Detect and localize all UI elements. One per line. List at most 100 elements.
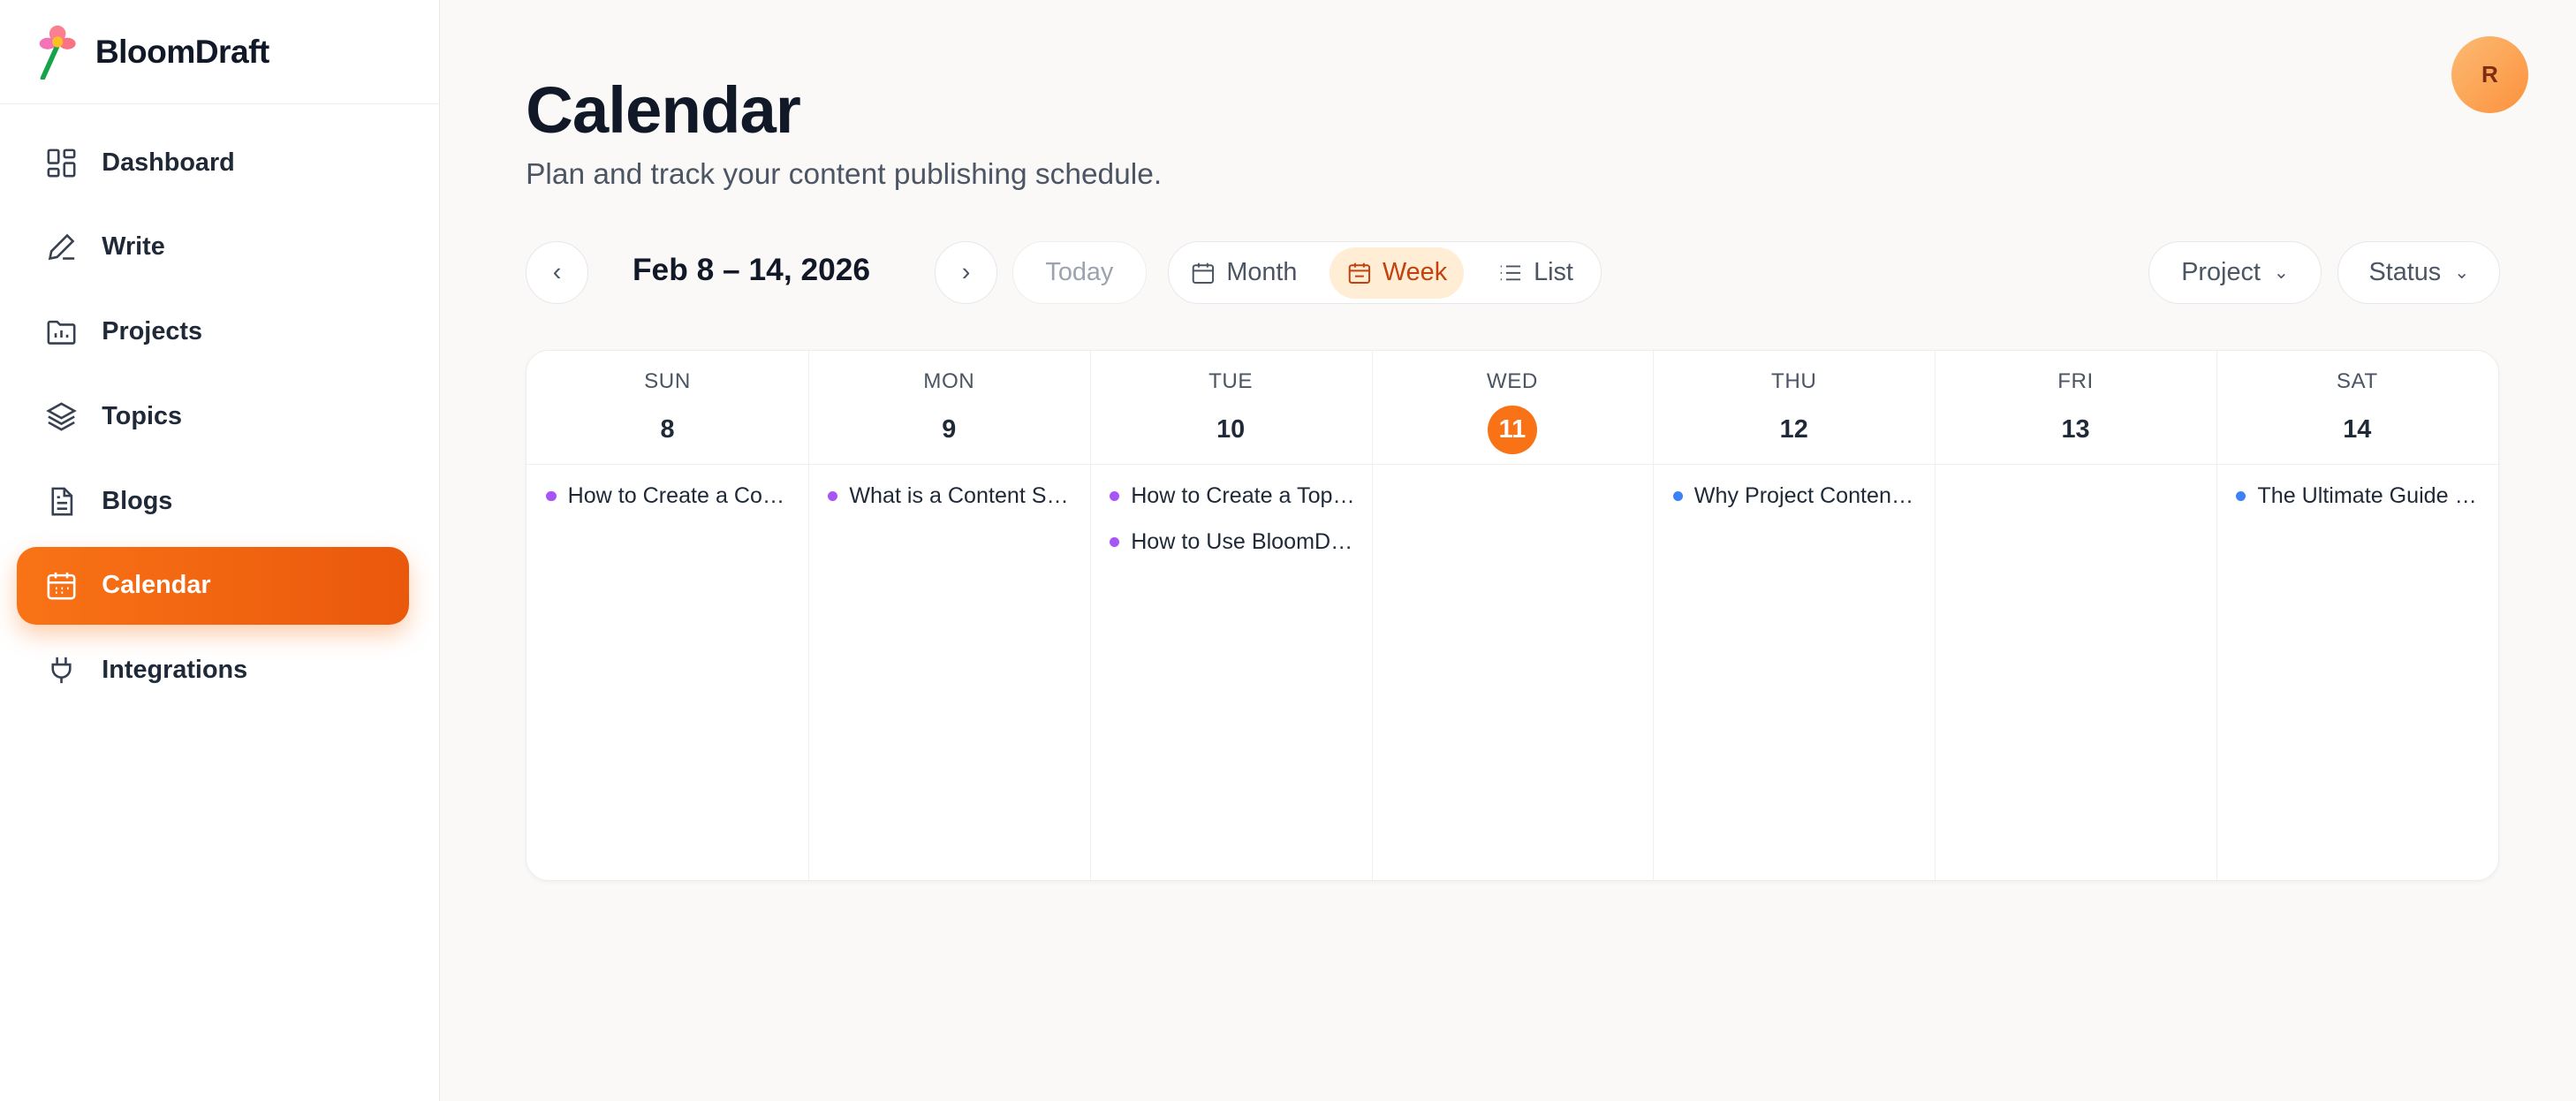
view-week-tab[interactable]: Week xyxy=(1330,247,1464,299)
view-week-label: Week xyxy=(1382,258,1448,287)
sidebar: BloomDraft Dashboard Write Projects Topi… xyxy=(0,0,440,1101)
plug-icon xyxy=(51,657,72,684)
calendar-icon xyxy=(1348,262,1371,284)
event-title: Why Project Content Planning Matters xyxy=(1693,483,1920,509)
document-icon xyxy=(51,487,73,516)
avatar[interactable]: R xyxy=(2451,35,2529,114)
event-title: How to Use BloomDraft xyxy=(1131,529,1356,555)
today-date: 11 xyxy=(1488,405,1537,455)
brand[interactable]: BloomDraft xyxy=(0,0,439,105)
chevron-down-icon: ⌄ xyxy=(2273,262,2289,284)
day-events: The Ultimate Guide to Blogging xyxy=(2216,465,2498,513)
event-title: What is a Content Strategy xyxy=(849,483,1074,509)
sidebar-item-label: Integrations xyxy=(102,656,248,685)
sidebar-item-blogs[interactable]: Blogs xyxy=(17,462,409,539)
view-month-label: Month xyxy=(1226,258,1298,287)
today-button[interactable]: Today xyxy=(1011,241,1148,305)
day-column-fri[interactable]: FRI 13 xyxy=(1935,351,2217,880)
calendar-icon xyxy=(1193,262,1215,284)
chevron-down-icon: ⌄ xyxy=(2454,262,2470,284)
next-week-button[interactable]: › xyxy=(935,241,997,305)
calendar-event[interactable]: How to Create a Content Calendar xyxy=(546,480,792,513)
sidebar-item-dashboard[interactable]: Dashboard xyxy=(17,124,409,201)
project-filter-label: Project xyxy=(2181,258,2261,287)
layers-icon xyxy=(46,402,78,431)
day-number: 14 xyxy=(2343,414,2372,444)
chevron-right-icon: › xyxy=(961,258,971,287)
day-column-sat[interactable]: SAT 14 The Ultimate Guide to Blogging xyxy=(2216,351,2498,880)
event-title: The Ultimate Guide to Blogging xyxy=(2257,483,2482,509)
calendar-event[interactable]: What is a Content Strategy xyxy=(828,480,1074,513)
day-number: 8 xyxy=(660,414,675,444)
day-of-week: TUE xyxy=(1208,368,1254,393)
date-range: Feb 8 – 14, 2026 xyxy=(632,253,871,288)
day-column-sun[interactable]: SUN 8 How to Create a Content Calendar xyxy=(527,351,809,880)
day-header: FRI 13 xyxy=(1935,351,2216,466)
day-of-week: THU xyxy=(1771,368,1817,393)
page-subtitle: Plan and track your content publishing s… xyxy=(526,157,1163,191)
main-content: R Calendar Plan and track your content p… xyxy=(440,0,2576,1101)
calendar-event[interactable]: The Ultimate Guide to Blogging xyxy=(2236,480,2482,513)
day-events: How to Create a Content Calendar xyxy=(527,465,808,513)
dashboard-icon xyxy=(47,148,76,178)
day-header: SUN 8 xyxy=(527,351,808,466)
sidebar-item-label: Blogs xyxy=(102,486,173,515)
previous-week-button[interactable]: ‹ xyxy=(526,241,588,305)
brand-name: BloomDraft xyxy=(95,33,269,71)
project-filter-dropdown[interactable]: Project ⌄ xyxy=(2148,241,2322,305)
sidebar-item-label: Dashboard xyxy=(102,148,235,177)
day-of-week: FRI xyxy=(2057,368,2094,393)
day-number: 12 xyxy=(1779,414,1808,444)
sidebar-item-label: Write xyxy=(102,232,165,262)
calendar-event[interactable]: How to Create a Topic Cluster xyxy=(1110,480,1356,513)
view-switcher: Month Week List xyxy=(1168,241,1602,305)
day-header: SAT 14 xyxy=(2216,351,2498,466)
day-column-thu[interactable]: THU 12 Why Project Content Planning Matter… xyxy=(1653,351,1936,880)
status-dot xyxy=(1672,491,1683,502)
calendar-icon xyxy=(47,573,76,600)
status-filter-label: Status xyxy=(2368,258,2442,287)
calendar-toolbar: ‹ Feb 8 – 14, 2026 › Today Month Week Li… xyxy=(526,241,2501,306)
day-column-wed[interactable]: WED 11 xyxy=(1371,351,1655,880)
status-filter-dropdown[interactable]: Status ⌄ xyxy=(2337,241,2501,305)
week-calendar: SUN 8 How to Create a Content Calendar MON 9… xyxy=(526,350,2499,881)
day-column-mon[interactable]: MON 9 What is a Content Strategy xyxy=(807,351,1091,880)
view-list-tab[interactable]: List xyxy=(1481,247,1590,299)
day-header: TUE 10 xyxy=(1089,351,1372,466)
pen-icon xyxy=(49,234,75,261)
folder-icon xyxy=(47,320,76,345)
sidebar-item-integrations[interactable]: Integrations xyxy=(17,632,409,709)
day-of-week: MON xyxy=(923,368,975,393)
sidebar-item-calendar[interactable]: Calendar xyxy=(16,547,410,625)
day-events: Why Project Content Planning Matters xyxy=(1653,465,1935,513)
day-of-week: WED xyxy=(1486,368,1538,393)
day-of-week: SUN xyxy=(644,368,691,393)
day-events: What is a Content Strategy xyxy=(808,465,1090,513)
calendar-event[interactable]: How to Use BloomDraft xyxy=(1110,526,1356,558)
sidebar-item-projects[interactable]: Projects xyxy=(17,293,409,370)
flower-logo-icon xyxy=(39,25,76,80)
sidebar-item-label: Projects xyxy=(102,317,202,346)
event-title: How to Create a Topic Cluster xyxy=(1131,483,1356,509)
day-number: 9 xyxy=(942,414,957,444)
status-dot xyxy=(828,491,838,502)
calendar-event[interactable]: Why Project Content Planning Matters xyxy=(1672,480,1920,513)
page-title: Calendar xyxy=(526,72,801,147)
sidebar-item-write[interactable]: Write xyxy=(17,209,409,285)
day-events xyxy=(1372,465,1654,467)
sidebar-nav: Dashboard Write Projects Topics Blogs Ca… xyxy=(0,104,439,709)
view-month-tab[interactable]: Month xyxy=(1174,247,1314,299)
status-dot xyxy=(2236,491,2246,502)
day-header: THU 12 xyxy=(1653,351,1936,466)
list-icon xyxy=(1500,265,1521,281)
day-column-tue[interactable]: TUE 10 How to Create a Topic Cluster How to… xyxy=(1089,351,1373,880)
status-dot xyxy=(546,491,557,502)
day-header: MON 9 xyxy=(807,351,1090,466)
status-dot xyxy=(1110,537,1120,548)
sidebar-item-label: Calendar xyxy=(102,571,211,600)
day-events xyxy=(1935,465,2216,467)
sidebar-item-topics[interactable]: Topics xyxy=(17,378,409,455)
day-number: 10 xyxy=(1216,414,1246,444)
sidebar-item-label: Topics xyxy=(102,401,182,430)
day-header: WED 11 xyxy=(1371,351,1654,466)
